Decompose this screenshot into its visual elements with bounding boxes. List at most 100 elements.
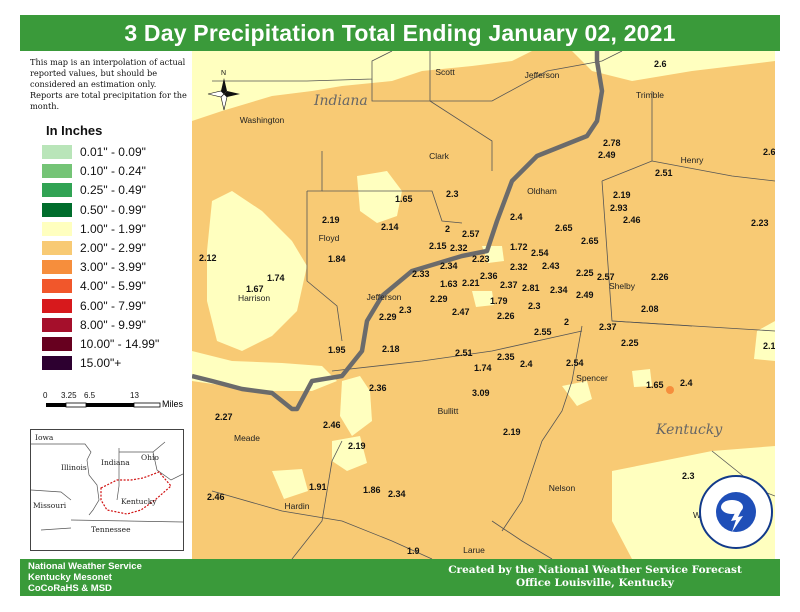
legend-item: 0.10" - 0.24" [42,164,202,180]
legend-label: 0.25" - 0.49" [80,183,146,198]
scale-segment [86,403,134,407]
county-label: W [693,510,701,520]
precip-observation: 2.29 [430,294,448,304]
precip-observation: 2.54 [531,248,549,258]
precip-observation: 1.86 [363,485,381,495]
precip-observation: 2.25 [621,338,639,348]
precip-observation: 2.49 [598,150,616,160]
legend-label: 1.00" - 1.99" [80,221,146,236]
locator-inset-map: Iowa Illinois Indiana Ohio Missouri Kent… [30,429,184,551]
precip-observation: 1.72 [510,242,528,252]
precip-observation: 2.25 [576,268,594,278]
precip-observation: 2.51 [655,168,673,178]
precip-observation: 2.08 [641,304,659,314]
precip-observation: 2.3 [399,305,412,315]
state-label-indiana: Indiana [313,93,368,109]
svg-text:N: N [221,70,226,77]
county-label: Trimble [636,90,664,100]
precip-observation: 2.36 [369,383,387,393]
county-label: Larue [463,545,485,555]
precip-observation: 2.46 [623,215,641,225]
county-label: Henry [681,155,704,165]
precip-observation: 2.29 [379,312,397,322]
precip-observation: 2.34 [440,261,458,271]
precip-observation: 2.43 [542,261,560,271]
precip-observation: 2.37 [500,280,518,290]
precip-observation: 2.36 [480,271,498,281]
precip-observation: 2.23 [472,254,490,264]
precip-observation: 2.93 [610,203,628,213]
precip-observation: 2.57 [597,272,615,282]
county-label: Jefferson [367,292,402,302]
scale-segment [46,403,66,407]
legend-label: 2.00" - 2.99" [80,241,146,255]
precip-observation: 2.46 [207,492,225,502]
legend-title: In Inches [46,123,103,138]
precip-observation: 1.63 [440,279,458,289]
precip-observation: 2.19 [613,190,631,200]
legend-label: 6.00" - 7.99" [80,298,146,313]
legend-swatch [42,241,72,255]
legend-item: 3.00" - 3.99" [42,260,202,276]
inset-label-illinois: Illinois [61,463,87,472]
precip-observation: 2.4 [680,378,693,388]
county-label: Hardin [284,501,309,511]
precip-observation: 2.21 [462,278,480,288]
precip-observation: 2.51 [455,348,473,358]
precip-observation: 2.78 [603,138,621,148]
office-line: Created by the National Weather Service … [448,564,742,576]
legend-item: 15.00"+ [42,356,202,372]
precip-observation: 2.19 [503,427,521,437]
precip-observation: 2.3 [528,301,541,311]
legend-label: 0.10" - 0.24" [80,164,146,179]
legend-swatch [42,221,72,236]
legend-item: 0.50" - 0.99" [42,202,202,219]
precip-observation: 2.3 [446,189,459,199]
inset-label-kentucky: Kentucky [121,497,157,506]
precip-observation: 2.32 [450,243,468,253]
precip-observation: 2.57 [462,229,480,239]
legend-swatch [42,298,72,313]
inset-label-indiana: Indiana [101,458,130,467]
legend-item: 1.00" - 1.99" [42,221,202,238]
precip-observation: 2.15 [429,241,447,251]
county-label: Spencer [576,373,608,383]
precip-observation: 1.84 [328,254,346,264]
footer-office: Created by the National Weather Service … [430,564,760,590]
legend-item: 4.00" - 5.99" [42,279,202,295]
legend-label: 3.00" - 3.99" [80,260,146,275]
inset-label-iowa: Iowa [35,433,54,442]
scale-tick: 3.25 [61,391,77,400]
map-title: 3 Day Precipitation Total Ending January… [20,15,780,51]
precip-observation: 1.67 [246,284,264,294]
precip-observation: 1.65 [646,380,664,390]
county-label: Nelson [549,483,576,493]
legend-item: 0.01" - 0.09" [42,145,202,161]
inset-label-ohio: Ohio [141,453,159,462]
county-label: Harrison [238,293,270,303]
legend-swatch [42,356,72,371]
legend-swatch [42,337,72,351]
legend-item: 6.00" - 7.99" [42,298,202,315]
credit-line: National Weather Service [28,561,142,572]
legend-swatch [42,279,72,294]
inset-label-missouri: Missouri [33,501,67,510]
scale-tick: 13 [130,391,139,400]
legend-item: 8.00" - 9.99" [42,317,202,334]
cwa-outline [100,471,172,515]
legend-item: 0.25" - 0.49" [42,183,202,199]
precip-observation: 2.12 [199,253,217,263]
precip-observation: 2.81 [522,283,540,293]
legend-label: 4.00" - 5.99" [80,279,146,294]
county-label: Floyd [319,233,340,243]
legend-item: 10.00" - 14.99" [42,337,202,353]
scale-segment [65,402,87,408]
scale-tick: 6.5 [84,391,96,400]
precip-observation: 2.14 [381,222,399,232]
precip-observation: 2.19 [322,215,340,225]
precip-observation: 2 [564,317,569,327]
precip-observation: 2.62 [763,147,775,157]
precip-zones-1-to-2 [192,51,775,559]
precip-observation: 1.9 [407,546,420,556]
